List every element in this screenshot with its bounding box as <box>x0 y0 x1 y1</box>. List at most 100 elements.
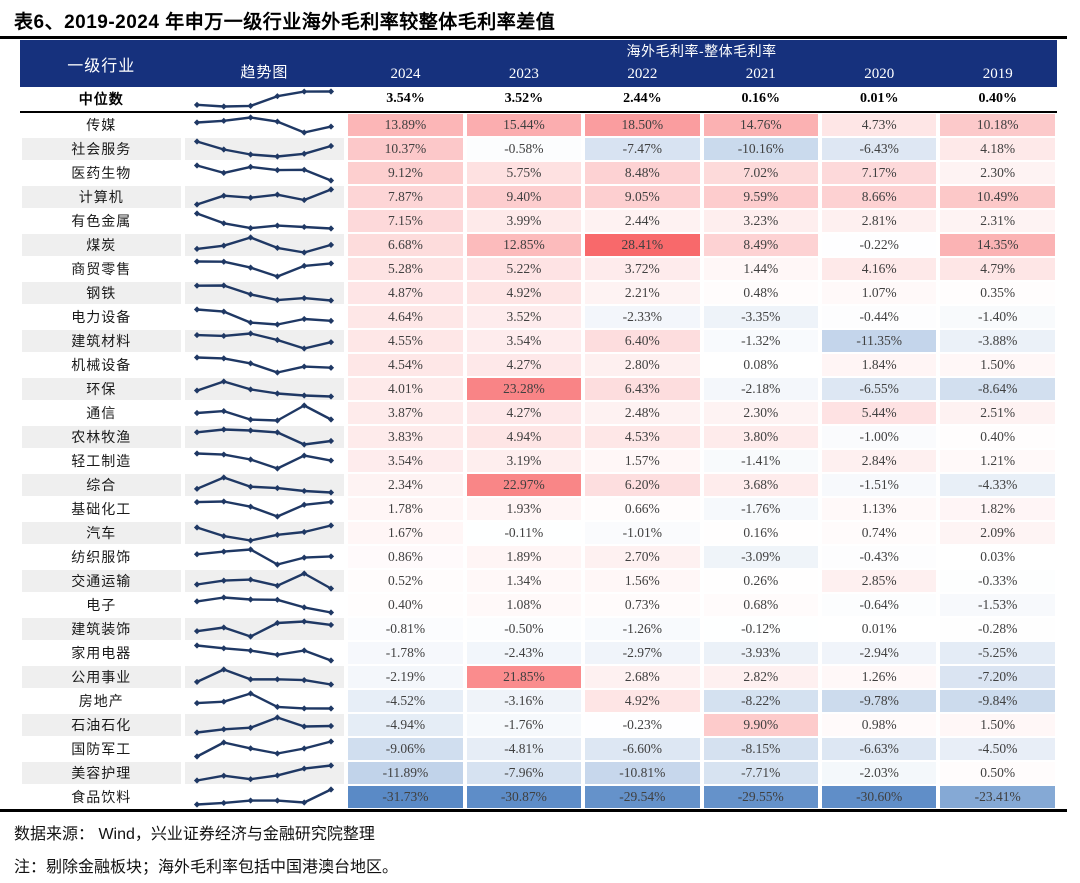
value-cell: 1.08% <box>464 593 584 617</box>
value-cell: 15.44% <box>464 113 584 137</box>
trend-sparkline-svg <box>194 378 335 400</box>
trend-sparkline-svg <box>194 594 335 616</box>
value-cell: -9.78% <box>819 689 939 713</box>
value-cell: 3.23% <box>701 209 820 233</box>
trend-sparkline-svg <box>194 354 335 376</box>
value-cell: 28.41% <box>583 233 702 257</box>
trend-sparkline-svg <box>194 786 335 808</box>
trend-sparkline-svg <box>194 306 335 328</box>
year-header-2023: 2023 <box>464 61 584 87</box>
industry-name: 钢铁 <box>20 281 183 305</box>
table-row: 房地产 -4.52% -3.16% 4.92% -8.22% -9.78% -9.84% <box>20 689 1057 713</box>
trend-sparkline <box>182 185 347 209</box>
industry-name: 中位数 <box>20 87 183 111</box>
footnote: 注：剔除金融板块；海外毛利率包括中国港澳台地区。 <box>14 859 399 876</box>
industry-name: 电子 <box>20 593 183 617</box>
trend-sparkline <box>182 305 347 329</box>
median-row: 中位数 3.54% 3.52% 2.44% 0.16% 0.01% 0.40% <box>20 87 1057 111</box>
table-row: 医药生物 9.12% 5.75% 8.48% 7.02% 7.17% 2.30% <box>20 161 1057 185</box>
value-cell: -0.28% <box>938 617 1057 641</box>
industry-name: 计算机 <box>20 185 183 209</box>
value-cell: 6.20% <box>583 473 702 497</box>
value-cell: 9.59% <box>701 185 820 209</box>
trend-sparkline-svg <box>194 498 335 520</box>
value-cell: -6.63% <box>819 737 939 761</box>
value-cell: 10.49% <box>938 185 1057 209</box>
trend-sparkline <box>182 137 347 161</box>
value-cell: 3.54% <box>346 87 465 111</box>
trend-column-header: 趋势图 <box>182 40 347 87</box>
value-cell: 12.85% <box>464 233 584 257</box>
trend-sparkline <box>182 761 347 785</box>
table-row: 机械设备 4.54% 4.27% 2.80% 0.08% 1.84% 1.50% <box>20 353 1057 377</box>
value-cell: 22.97% <box>464 473 584 497</box>
trend-sparkline-svg <box>194 450 335 472</box>
value-cell: 0.48% <box>701 281 820 305</box>
industry-name: 机械设备 <box>20 353 183 377</box>
table-row: 纺织服饰 0.86% 1.89% 2.70% -3.09% -0.43% 0.03% <box>20 545 1057 569</box>
value-cell: -10.81% <box>583 761 702 785</box>
value-cell: 0.26% <box>701 569 820 593</box>
trend-sparkline-svg <box>194 570 335 592</box>
value-cell: -4.33% <box>938 473 1057 497</box>
value-cell: -0.23% <box>583 713 702 737</box>
industry-name: 石油石化 <box>20 713 183 737</box>
table-row: 煤炭 6.68% 12.85% 28.41% 8.49% -0.22% 14.35% <box>20 233 1057 257</box>
trend-sparkline <box>182 713 347 737</box>
value-cell: 3.87% <box>346 401 465 425</box>
trend-sparkline <box>182 689 347 713</box>
industry-name: 煤炭 <box>20 233 183 257</box>
value-cell: -8.15% <box>701 737 820 761</box>
trend-sparkline-svg <box>194 666 335 688</box>
value-cell: 23.28% <box>464 377 584 401</box>
value-group-header: 海外毛利率-整体毛利率 <box>346 40 1057 61</box>
table-row: 建筑装饰 -0.81% -0.50% -1.26% -0.12% 0.01% -0.28% <box>20 617 1057 641</box>
heatmap-table: 一级行业 趋势图 海外毛利率-整体毛利率 2024 2023 2022 2021… <box>20 40 1057 809</box>
value-cell: -0.43% <box>819 545 939 569</box>
trend-sparkline-svg <box>194 186 335 208</box>
industry-name: 商贸零售 <box>20 257 183 281</box>
value-cell: 2.48% <box>583 401 702 425</box>
trend-sparkline-svg <box>194 714 335 736</box>
value-cell: -3.16% <box>464 689 584 713</box>
value-cell: 1.82% <box>938 497 1057 521</box>
value-cell: -1.01% <box>583 521 702 545</box>
industry-name: 医药生物 <box>20 161 183 185</box>
trend-sparkline <box>182 113 347 137</box>
table-row: 环保 4.01% 23.28% 6.43% -2.18% -6.55% -8.64% <box>20 377 1057 401</box>
value-cell: 4.53% <box>583 425 702 449</box>
value-cell: -6.55% <box>819 377 939 401</box>
value-cell: 6.40% <box>583 329 702 353</box>
trend-sparkline-svg <box>194 762 335 784</box>
value-cell: 1.78% <box>346 497 465 521</box>
value-cell: 0.03% <box>938 545 1057 569</box>
value-cell: 4.73% <box>819 113 939 137</box>
table-row: 有色金属 7.15% 3.99% 2.44% 3.23% 2.81% 2.31% <box>20 209 1057 233</box>
value-cell: -11.35% <box>819 329 939 353</box>
value-cell: 0.52% <box>346 569 465 593</box>
value-cell: -0.22% <box>819 233 939 257</box>
value-cell: 5.44% <box>819 401 939 425</box>
value-cell: 2.68% <box>583 665 702 689</box>
industry-name: 轻工制造 <box>20 449 183 473</box>
value-cell: 3.72% <box>583 257 702 281</box>
table-row: 综合 2.34% 22.97% 6.20% 3.68% -1.51% -4.33% <box>20 473 1057 497</box>
value-cell: -1.78% <box>346 641 465 665</box>
trend-sparkline-svg <box>194 234 335 256</box>
value-cell: -2.94% <box>819 641 939 665</box>
value-cell: 2.34% <box>346 473 465 497</box>
year-header-2020: 2020 <box>819 61 939 87</box>
table-row: 美容护理 -11.89% -7.96% -10.81% -7.71% -2.03% 0.50… <box>20 761 1057 785</box>
value-cell: -10.16% <box>701 137 820 161</box>
industry-name: 农林牧渔 <box>20 425 183 449</box>
value-cell: -1.51% <box>819 473 939 497</box>
value-cell: 3.19% <box>464 449 584 473</box>
value-cell: -31.73% <box>346 785 465 809</box>
industry-name: 社会服务 <box>20 137 183 161</box>
value-cell: 4.87% <box>346 281 465 305</box>
trend-sparkline-svg <box>194 738 335 760</box>
value-cell: -4.94% <box>346 713 465 737</box>
trend-sparkline <box>182 785 347 809</box>
value-cell: -1.32% <box>701 329 820 353</box>
